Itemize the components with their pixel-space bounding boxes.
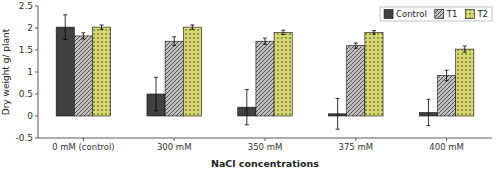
bar: [274, 32, 292, 116]
bar: [256, 41, 274, 116]
y-tick: [35, 116, 38, 117]
y-axis: [38, 6, 39, 138]
legend-label: Control: [396, 9, 427, 19]
y-tick: [35, 94, 38, 95]
x-tick-label: 375 mM: [339, 142, 374, 152]
series: [74, 33, 455, 116]
bar: [92, 27, 110, 116]
y-tick-label: 0: [27, 111, 33, 121]
legend-swatch: [465, 10, 474, 19]
x-tick: [355, 138, 356, 141]
axes: -0.5 0 0.5 1 1.5 2 2.5 0 mM (control) 300 mM 350 …: [15, 1, 492, 152]
legend: Control T1 T2: [380, 7, 492, 21]
x-axis-label: NaCl concentrations: [211, 158, 319, 169]
x-tick: [174, 138, 175, 141]
bar: [365, 32, 383, 116]
error-bar: [100, 25, 104, 29]
y-axis-label: Dry weight g/ plant: [1, 28, 11, 115]
y-tick-label: 1: [27, 67, 33, 77]
error-bar: [245, 90, 249, 125]
error-bar: [172, 37, 176, 46]
error-bar: [372, 31, 376, 35]
y-tick: [35, 50, 38, 51]
error-bar: [81, 33, 85, 39]
y-tick: [35, 138, 38, 139]
y-tick-label: -0.5: [15, 133, 33, 143]
error-bar: [354, 43, 358, 48]
error-bar: [263, 38, 267, 44]
error-bar: [463, 46, 467, 52]
x-tick: [446, 138, 447, 141]
error-bar: [336, 98, 340, 129]
error-bar: [281, 30, 285, 34]
y-tick: [35, 6, 38, 7]
error-bar: [426, 99, 430, 125]
legend-label: T2: [476, 9, 488, 19]
legend-swatch: [435, 10, 444, 19]
error-bar: [154, 77, 158, 110]
x-tick: [83, 138, 84, 141]
bar: [347, 46, 365, 116]
plot-area: [56, 15, 474, 129]
x-tick-label: 350 mM: [248, 142, 283, 152]
series: [92, 25, 473, 116]
y-tick: [35, 28, 38, 29]
y-tick: [35, 72, 38, 73]
bar: [165, 41, 183, 116]
bar: [56, 27, 74, 116]
x-tick: [265, 138, 266, 141]
legend-box: [380, 7, 492, 21]
x-tick-label: 0 mM (control): [52, 142, 115, 152]
chart: -0.5 0 0.5 1 1.5 2 2.5 0 mM (control) 300 mM 350 …: [0, 0, 500, 170]
series: [56, 15, 437, 129]
y-tick-label: 1.5: [19, 45, 33, 55]
y-tick-label: 0.5: [19, 89, 33, 99]
legend-swatch: [384, 10, 393, 19]
y-tick-label: 2.5: [19, 1, 33, 11]
legend-label: T1: [446, 9, 458, 19]
x-tick-label: 300 mM: [157, 142, 192, 152]
error-bar: [445, 70, 449, 81]
bar: [183, 27, 201, 116]
bar: [456, 49, 474, 116]
x-tick-label: 400 mM: [429, 142, 464, 152]
error-bar: [190, 25, 194, 29]
y-tick-label: 2: [27, 23, 33, 33]
bar: [438, 76, 456, 116]
error-bar: [63, 15, 67, 40]
bar: [74, 36, 92, 116]
